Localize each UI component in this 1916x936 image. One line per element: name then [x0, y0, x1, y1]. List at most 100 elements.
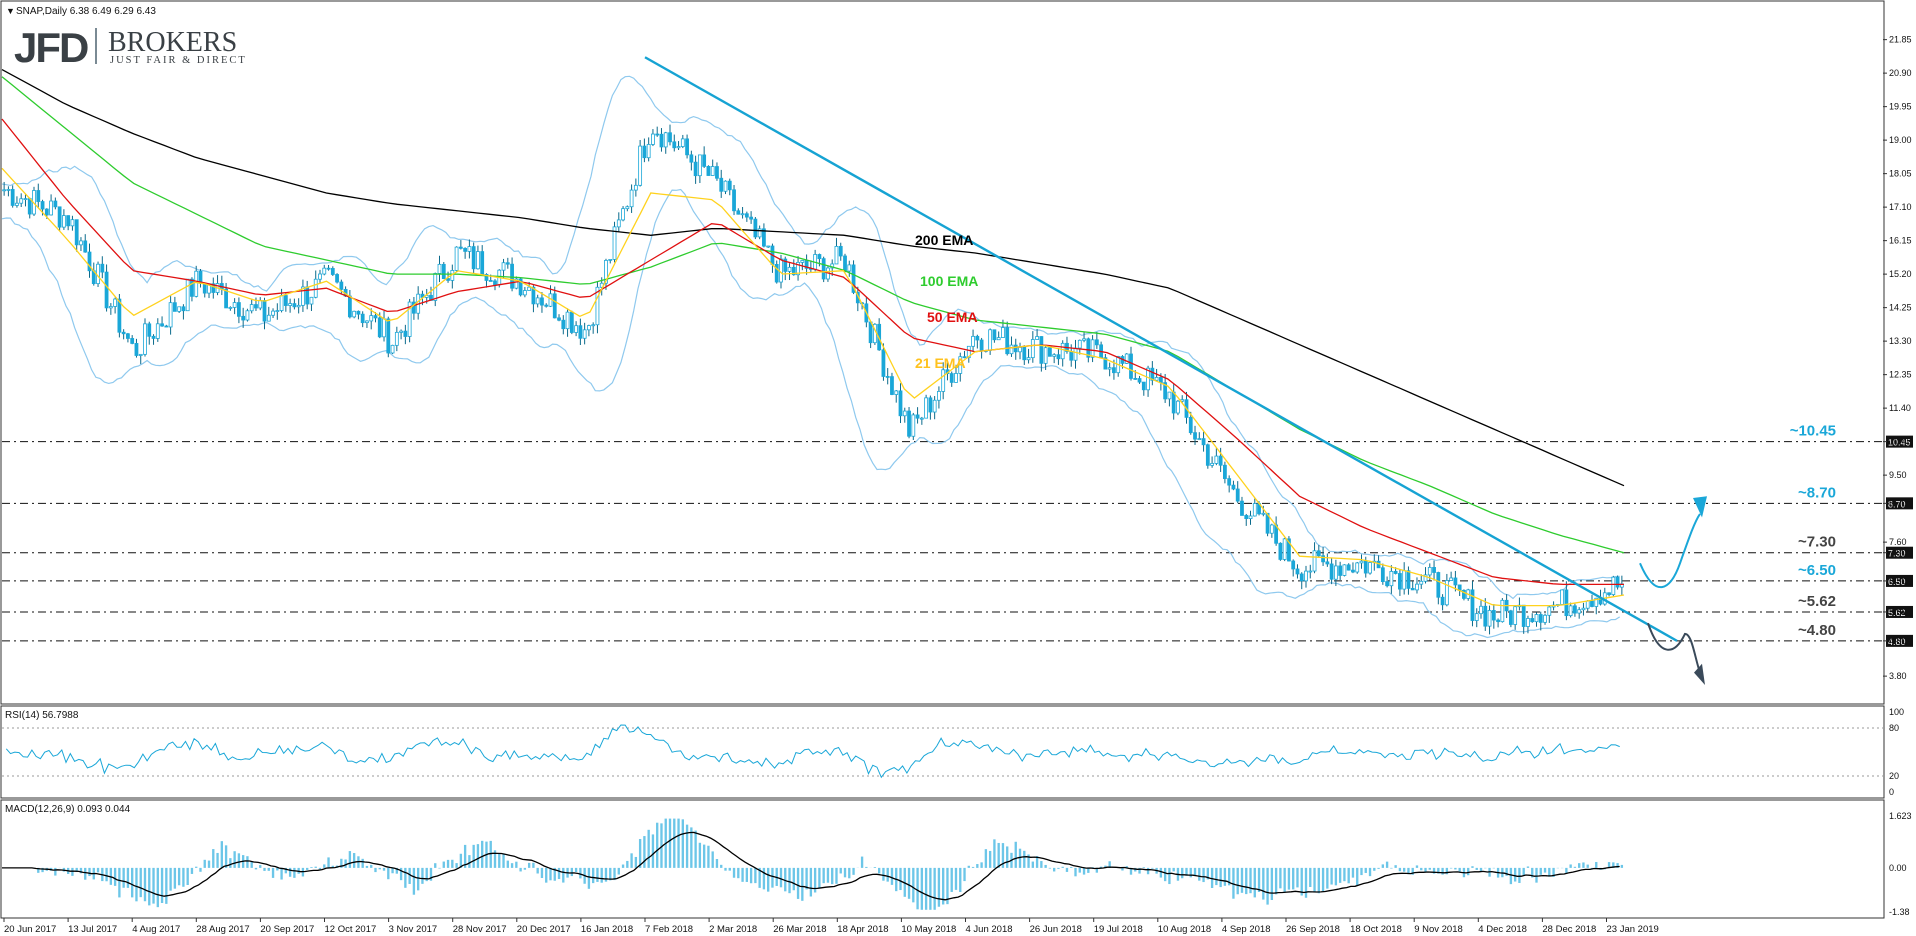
candle-body	[339, 281, 344, 290]
candle-body	[104, 271, 109, 309]
candle-body	[1359, 560, 1364, 564]
candle-body	[1607, 592, 1611, 595]
candle-body	[753, 218, 758, 238]
price-tick-label: 8.70	[1889, 498, 1907, 508]
candle-body	[890, 376, 894, 395]
candle-body	[574, 325, 578, 333]
candle-body	[1427, 567, 1432, 576]
price-tick-label: 3.80	[1889, 671, 1907, 681]
candle-body	[527, 286, 532, 291]
candle-body	[1577, 609, 1582, 614]
date-tick-label: 18 Oct 2018	[1350, 924, 1402, 935]
macd-label: MACD(12,26,9) 0.093 0.044	[5, 804, 131, 815]
brand-name: BROKERS	[108, 27, 237, 58]
candle-body	[838, 245, 843, 257]
level-tag-text-5: 4.80	[1888, 637, 1906, 647]
candle-body	[1615, 576, 1620, 588]
candle-body	[766, 245, 771, 248]
downtrend-line	[644, 56, 1678, 642]
candle-body	[224, 288, 228, 309]
candle-body	[399, 330, 403, 333]
candle-body	[117, 298, 122, 333]
candle-body	[868, 321, 873, 344]
symbol-info: SNAP,Daily 6.38 6.49 6.29 6.43	[16, 6, 156, 17]
candle-body	[1193, 432, 1197, 440]
candle-body	[727, 180, 732, 191]
candle-body	[1073, 347, 1078, 361]
candle-body	[1329, 563, 1334, 580]
candle-body	[787, 266, 792, 272]
candle-body	[1048, 347, 1052, 357]
candle-body	[1026, 357, 1031, 361]
candle-body	[1363, 560, 1368, 574]
candle-body	[194, 270, 199, 297]
candle-body	[1474, 613, 1479, 621]
symbol-menu-icon[interactable]: ▼	[6, 6, 15, 16]
date-tick-label: 10 May 2018	[901, 924, 956, 935]
brand-logo: JFD BROKERS JUST FAIR & DIRECT	[14, 24, 245, 71]
candle-body	[1453, 577, 1458, 586]
price-tick-label: 19.00	[1889, 135, 1912, 145]
price-tick-label: 10.45	[1889, 437, 1912, 447]
level-tag-text-1: 8.70	[1888, 499, 1906, 509]
candle-body	[271, 310, 275, 316]
candle-body	[535, 297, 540, 305]
candle-body	[693, 161, 698, 177]
candle-body	[1133, 378, 1138, 380]
date-tick-label: 28 Dec 2018	[1542, 924, 1596, 935]
candle-body	[493, 280, 497, 286]
date-tick-label: 13 Jul 2017	[68, 924, 117, 935]
price-tick-label: 13.30	[1889, 336, 1912, 346]
candle-body	[40, 201, 45, 210]
candle-body	[360, 313, 365, 324]
candle-body	[774, 264, 779, 283]
ema200-label: 200 EMA	[915, 232, 973, 248]
candle-body	[911, 414, 916, 437]
candle-body	[817, 254, 822, 260]
candle-body	[1385, 581, 1389, 587]
candle-body	[646, 144, 651, 159]
candle-body	[172, 302, 177, 312]
candle-body	[821, 258, 826, 280]
candle-body	[1316, 550, 1321, 557]
candle-body	[1338, 565, 1343, 576]
level-tag-2	[1886, 546, 1913, 559]
candle-body	[919, 417, 924, 420]
candle-body	[480, 251, 485, 275]
candle-body	[155, 323, 160, 339]
candle-body	[1214, 455, 1219, 464]
candle-body	[591, 324, 596, 327]
date-tick-label: 9 Nov 2018	[1414, 924, 1463, 935]
candle-body	[962, 356, 967, 359]
macd-tick-label: -1.38	[1889, 907, 1910, 917]
candle-body	[138, 353, 143, 356]
candle-body	[15, 202, 19, 206]
candle-body	[126, 333, 130, 339]
price-tick-label: 6.50	[1889, 576, 1907, 586]
candle-body	[1534, 614, 1539, 623]
brand-logo-mark: JFD	[14, 24, 88, 71]
candle-body	[283, 295, 288, 306]
bollinger-lower	[1, 188, 1621, 639]
price-tick-label: 4.80	[1889, 636, 1907, 646]
candle-body	[326, 267, 331, 270]
level-label-3: ~6.50	[1798, 562, 1836, 579]
ema50-line	[1, 118, 1624, 586]
candle-body	[108, 306, 113, 309]
candle-body	[1231, 484, 1236, 490]
candle-body	[44, 208, 49, 216]
candle-body	[1218, 455, 1223, 466]
candle-body	[996, 337, 1001, 341]
candle-body	[1312, 550, 1317, 572]
bearish-arrow-head	[1694, 663, 1705, 685]
candle-body	[1205, 444, 1210, 466]
candle-body	[1223, 464, 1227, 480]
candle-body	[74, 219, 79, 246]
candle-body	[407, 301, 412, 337]
candle-body	[1487, 610, 1492, 627]
candle-body	[1107, 367, 1112, 370]
candle-body	[113, 298, 118, 307]
candle-body	[702, 154, 707, 167]
date-tick-label: 3 Nov 2017	[389, 924, 438, 935]
candle-body	[365, 320, 369, 324]
